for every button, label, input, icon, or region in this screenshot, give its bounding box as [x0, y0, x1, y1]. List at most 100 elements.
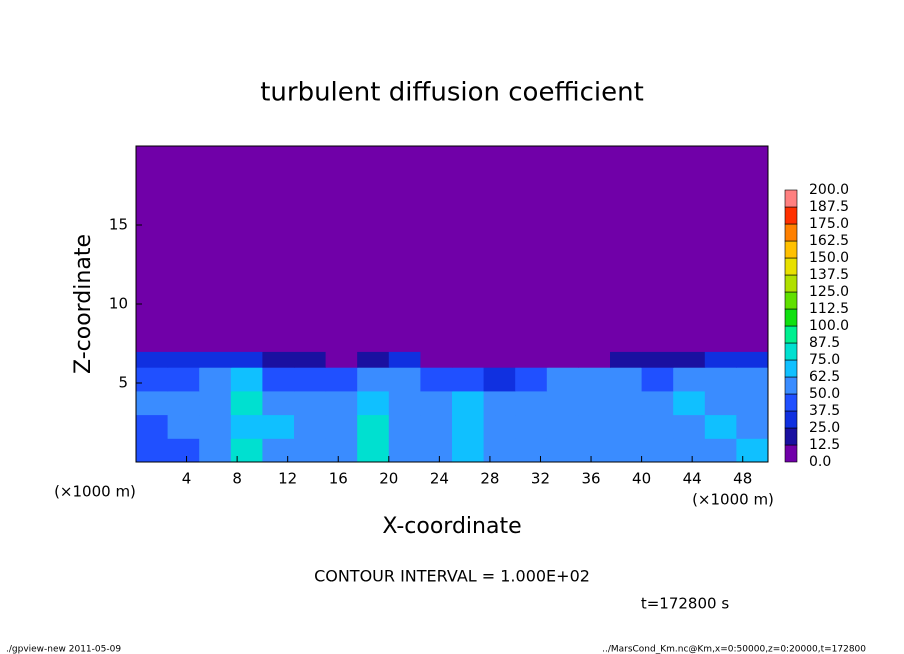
heat-cell [483, 351, 516, 368]
colorbar-label: 150.0 [809, 250, 849, 266]
colorbar-box [784, 444, 798, 463]
heat-cell [546, 438, 579, 463]
colorbar-box [784, 325, 798, 344]
heat-cell [483, 438, 516, 463]
heat-cell [294, 414, 327, 439]
heat-cell [704, 438, 737, 463]
heat-cell [325, 438, 358, 463]
heat-cell [388, 367, 421, 392]
heat-cell [262, 438, 295, 463]
heat-cell [452, 146, 485, 352]
heat-cell [167, 146, 200, 352]
heat-cell [578, 351, 611, 368]
colorbar-box [784, 359, 798, 378]
heat-cell [357, 351, 390, 368]
heat-cell [610, 414, 643, 439]
heat-cell [641, 351, 674, 368]
heat-cell [136, 351, 169, 368]
heat-cell [673, 390, 706, 416]
heat-cell [230, 367, 263, 392]
heat-cell [167, 390, 200, 416]
x-tick-label: 24 [430, 470, 449, 488]
heat-cell [420, 351, 453, 368]
heat-cell [452, 367, 485, 392]
heat-cell [199, 390, 232, 416]
heat-cell [230, 351, 263, 368]
heat-cell [136, 390, 169, 416]
chart-title: turbulent diffusion coefficient [260, 78, 644, 108]
colorbar-label: 87.5 [809, 335, 840, 351]
heat-cell [452, 414, 485, 439]
heat-cell [483, 146, 516, 352]
colorbar-label: 112.5 [809, 301, 849, 317]
colorbar-box [784, 240, 798, 259]
colorbar-label: 12.5 [809, 437, 840, 453]
y-tick-label: 15 [109, 216, 128, 234]
heat-cell [546, 414, 579, 439]
heat-cell [704, 146, 737, 352]
heat-cell [704, 367, 737, 392]
x-tick-label: 40 [632, 470, 651, 488]
heat-cell [704, 390, 737, 416]
heat-cell [230, 438, 263, 463]
colorbar-label: 125.0 [809, 284, 849, 300]
colorbar-label: 175.0 [809, 216, 849, 232]
heat-cell [230, 146, 263, 352]
colorbar-label: 37.5 [809, 403, 840, 419]
heat-cell [199, 367, 232, 392]
x-axis-label: X-coordinate [382, 514, 521, 539]
heat-cell [578, 438, 611, 463]
colorbar-label: 62.5 [809, 369, 840, 385]
colorbar-label: 137.5 [809, 267, 849, 283]
heat-cell [515, 367, 548, 392]
x-tick-label: 32 [531, 470, 550, 488]
heat-cell [199, 438, 232, 463]
heat-cell [736, 414, 769, 439]
heat-cell [610, 367, 643, 392]
heat-cell [199, 351, 232, 368]
heat-cell [483, 390, 516, 416]
heat-cell [515, 390, 548, 416]
colorbar-box [784, 393, 798, 412]
colorbar-box [784, 223, 798, 242]
heat-cell [230, 414, 263, 439]
heat-cell [610, 390, 643, 416]
heat-cell [230, 390, 263, 416]
heat-cell [262, 146, 295, 352]
heat-cell [136, 414, 169, 439]
heat-cell [294, 438, 327, 463]
heat-cell [515, 351, 548, 368]
heat-cell [325, 146, 358, 352]
heat-cell [167, 438, 200, 463]
heat-cell [673, 351, 706, 368]
heat-cell [578, 390, 611, 416]
heat-cell [294, 146, 327, 352]
time-label: t=172800 s [641, 595, 729, 613]
heat-cell [388, 351, 421, 368]
heat-cell [262, 367, 295, 392]
heat-cell [325, 351, 358, 368]
colorbar-label: 162.5 [809, 233, 849, 249]
heat-cell [167, 351, 200, 368]
footer-right: ../MarsCond_Km.nc@Km,x=0:50000,z=0:20000… [602, 645, 866, 654]
heat-cell [452, 351, 485, 368]
x-tick-label: 28 [480, 470, 499, 488]
heat-cell [357, 146, 390, 352]
colorbar-label: 25.0 [809, 420, 840, 436]
colorbar-label: 0.0 [809, 454, 831, 470]
colorbar-box [784, 376, 798, 395]
heat-cell [610, 438, 643, 463]
heat-cell [357, 414, 390, 439]
heat-cell [262, 414, 295, 439]
heat-cell [420, 146, 453, 352]
heat-cell [641, 414, 674, 439]
heat-cell [357, 390, 390, 416]
heat-cell [673, 438, 706, 463]
heat-cell [610, 351, 643, 368]
heat-cell [357, 367, 390, 392]
heat-cell [641, 367, 674, 392]
x-tick-label: 16 [329, 470, 348, 488]
heat-cell [136, 367, 169, 392]
heat-cell [546, 146, 579, 352]
heat-cell [736, 438, 769, 463]
